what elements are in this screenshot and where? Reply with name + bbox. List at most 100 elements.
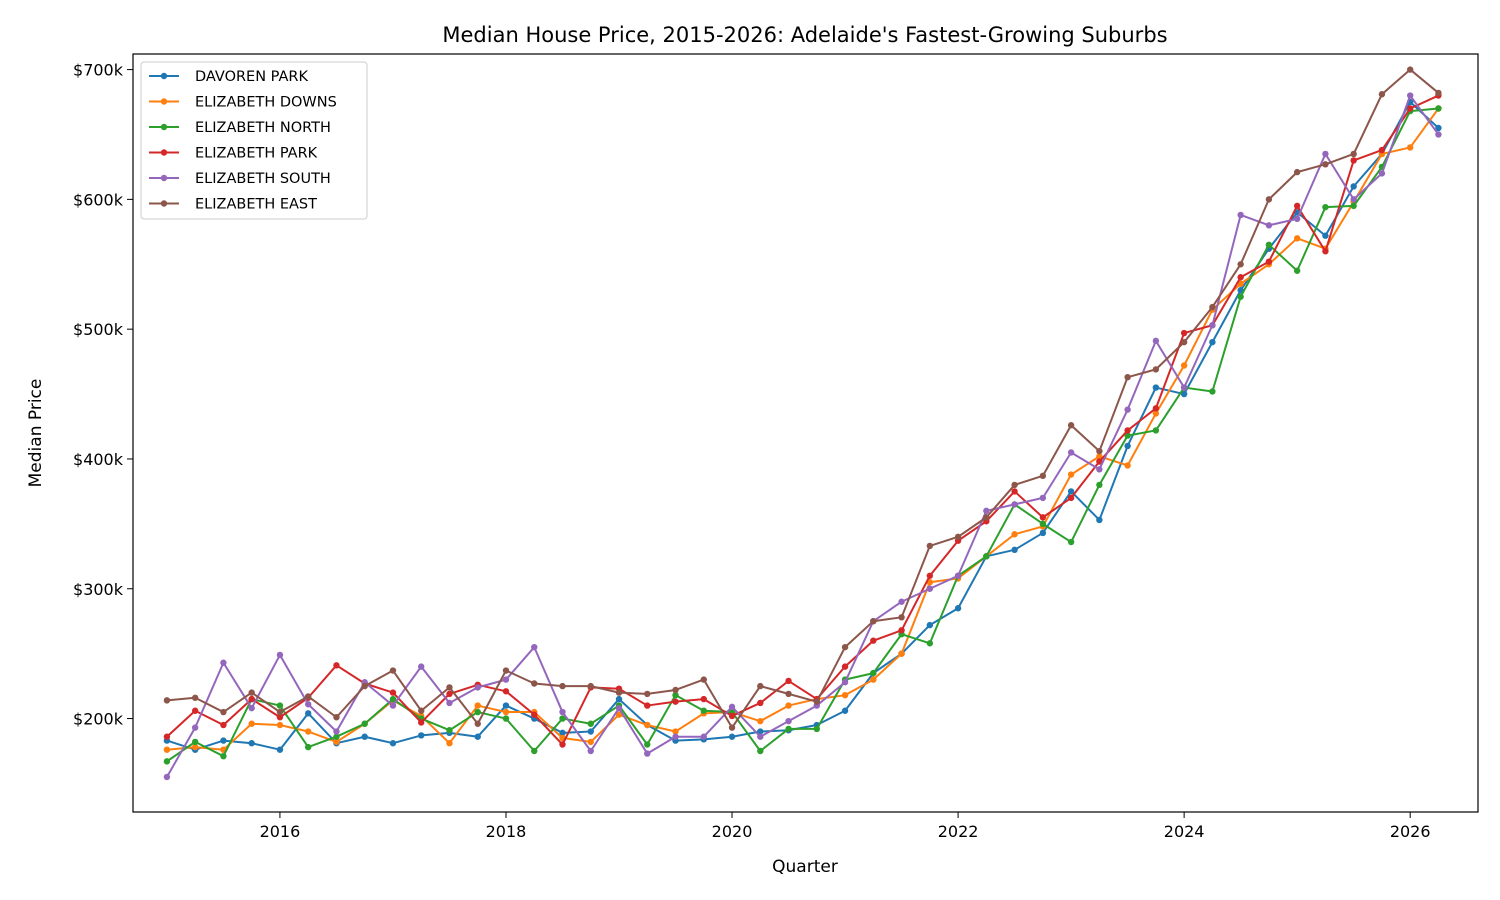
legend-label: DAVOREN PARK [195,69,308,85]
y-tick-label: $700k [73,61,124,80]
data-point [1322,150,1329,158]
series-line-elizabeth-north [166,107,1439,763]
data-point [672,691,679,699]
data-point [1406,66,1414,73]
x-tick-label: 2018 [486,822,527,841]
legend-marker [160,149,168,156]
y-axis-title: Median Price [26,379,46,488]
data-point [220,737,227,744]
data-point [587,728,594,735]
data-point [1067,538,1075,546]
x-axis: 2016 2018 2020 2022 2024 2026 [260,812,1431,841]
chart-title: Median House Price, 2015-2026: Adelaide'… [442,23,1167,47]
data-point [1011,488,1018,495]
data-point [1378,146,1386,154]
data-point [1435,105,1442,112]
data-point [898,598,905,605]
data-point [1293,168,1301,176]
data-point [446,699,453,707]
data-point [446,740,453,747]
data-point [1180,338,1188,346]
data-point [531,747,538,755]
data-point [1265,196,1273,203]
data-point [983,507,990,515]
data-point [304,743,312,751]
y-tick-label: $600k [73,190,124,209]
data-point [248,720,255,727]
data-point [728,733,736,740]
legend-item: DAVOREN PARK [149,69,308,85]
data-point [728,712,736,720]
data-point [841,663,849,670]
data-point [1293,215,1301,223]
data-point [531,643,538,651]
data-point [304,710,312,717]
data-point [418,707,425,714]
data-point [700,733,707,740]
data-point [1406,144,1414,151]
data-point [700,707,707,714]
data-point [389,740,397,747]
data-point [304,728,312,735]
data-point [220,659,227,666]
data-point [1209,322,1216,329]
data-point [1039,529,1047,537]
data-point [672,728,679,735]
data-point [587,738,594,746]
data-point [248,740,255,747]
data-point [785,690,792,698]
data-point [644,702,651,709]
data-point [757,733,764,740]
x-tick-label: 2020 [712,822,753,841]
legend-label: ELIZABETH SOUTH [195,171,331,187]
data-point [926,542,934,550]
data-point [1435,131,1442,138]
data-point [926,585,934,592]
data-point [644,741,651,748]
data-point [1039,514,1047,521]
data-point [389,667,397,674]
series-line-elizabeth-south [166,94,1440,778]
data-point [446,684,453,691]
legend: DAVOREN PARK ELIZABETH DOWNS ELIZABETH NOR… [140,61,368,220]
data-point [615,689,623,696]
data-point [757,747,764,755]
data-point [898,614,905,621]
data-point [785,677,792,685]
data-point [220,708,227,716]
data-point [502,676,510,683]
data-point [870,618,877,625]
data-point [813,725,820,733]
data-point [304,701,312,708]
series-line-davoren-park [166,101,1440,751]
y-tick-label: $500k [73,320,124,339]
data-point [333,728,340,735]
data-point [757,682,764,690]
data-point [1237,211,1244,219]
data-point [1124,432,1131,439]
data-point [1039,472,1047,480]
data-point [870,637,877,644]
legend-box [140,61,368,220]
data-point [1180,384,1188,391]
data-point [672,733,679,740]
legend-label: ELIZABETH NORTH [195,120,331,136]
data-point [898,627,905,634]
data-point [502,667,510,674]
y-tick-label: $300k [73,580,124,599]
data-point [1209,388,1216,395]
data-point [1209,303,1216,311]
data-point [785,702,792,709]
data-point [926,621,934,629]
legend-item: ELIZABETH PARK [149,146,318,162]
data-point [502,715,510,722]
data-point [1237,280,1244,287]
data-point [1265,222,1273,229]
data-point [1067,488,1075,495]
data-point [672,698,679,705]
data-point [276,721,284,729]
data-point [870,669,877,677]
data-point [644,750,651,757]
data-point [1096,516,1103,524]
legend-marker [160,98,168,105]
